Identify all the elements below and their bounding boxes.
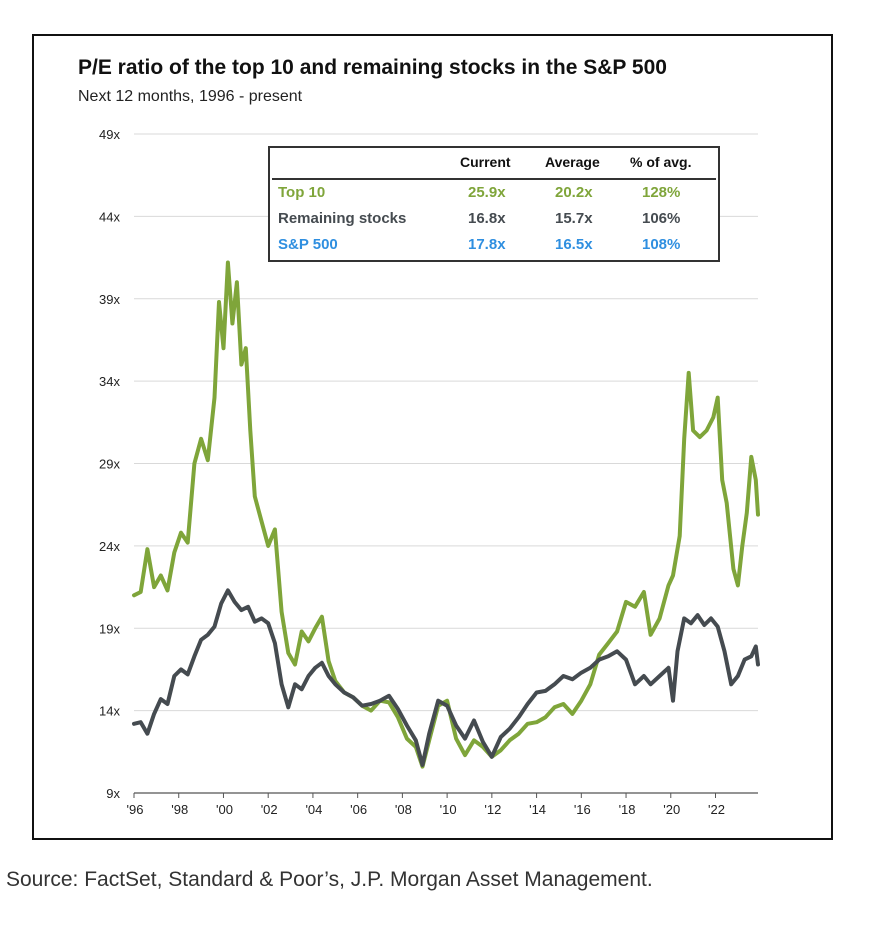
x-tick-label: '02 xyxy=(261,802,278,817)
row-top10-pct: 128% xyxy=(642,184,681,201)
chart-title: P/E ratio of the top 10 and remaining st… xyxy=(78,56,667,79)
x-tick-label: '14 xyxy=(529,802,546,817)
x-tick-label: '10 xyxy=(440,802,457,817)
x-tick-label: '00 xyxy=(216,802,233,817)
row-sp500-average: 16.5x xyxy=(555,236,593,253)
x-tick-label: '16 xyxy=(574,802,591,817)
source-note: Source: FactSet, Standard & Poor’s, J.P.… xyxy=(6,868,653,891)
x-tick-label: '08 xyxy=(395,802,412,817)
row-top10-label: Top 10 xyxy=(278,184,326,201)
row-remaining-current: 16.8x xyxy=(468,210,506,227)
header-current: Current xyxy=(460,154,511,170)
x-tick-label: '98 xyxy=(171,802,188,817)
y-tick-label: 29x xyxy=(99,457,120,472)
header-pct-of-avg: % of avg. xyxy=(630,154,692,170)
series-line-top-10 xyxy=(132,260,760,769)
row-sp500-current: 17.8x xyxy=(468,236,506,253)
y-tick-label: 39x xyxy=(99,292,120,307)
chart-subtitle: Next 12 months, 1996 - present xyxy=(78,88,303,105)
row-remaining-average: 15.7x xyxy=(555,210,593,227)
row-top10-current: 25.9x xyxy=(468,184,506,201)
y-tick-label: 24x xyxy=(99,539,120,554)
x-tick-label: '12 xyxy=(484,802,501,817)
summary-table: Current Average % of avg. Top 10 25.9x 2… xyxy=(268,146,720,262)
row-sp500-pct: 108% xyxy=(642,236,681,253)
y-tick-label: 9x xyxy=(106,786,120,801)
row-remaining-label: Remaining stocks xyxy=(278,210,407,227)
x-tick-label: '96 xyxy=(127,802,144,817)
row-remaining-pct: 106% xyxy=(642,210,681,227)
y-tick-label: 34x xyxy=(99,374,120,389)
y-tick-label: 44x xyxy=(99,209,120,224)
x-tick-label: '06 xyxy=(350,802,367,817)
y-tick-label: 49x xyxy=(99,127,120,142)
row-sp500-label: S&P 500 xyxy=(278,236,338,253)
x-tick-label: '20 xyxy=(663,802,680,817)
table-rule xyxy=(272,178,716,180)
x-tick-label: '04 xyxy=(305,802,322,817)
series-line-remaining-stocks xyxy=(132,588,760,767)
x-tick-label: '22 xyxy=(708,802,725,817)
x-tick-label: '18 xyxy=(619,802,636,817)
row-top10-average: 20.2x xyxy=(555,184,593,201)
y-tick-label: 14x xyxy=(99,704,120,719)
header-average: Average xyxy=(545,154,600,170)
y-tick-label: 19x xyxy=(99,621,120,636)
